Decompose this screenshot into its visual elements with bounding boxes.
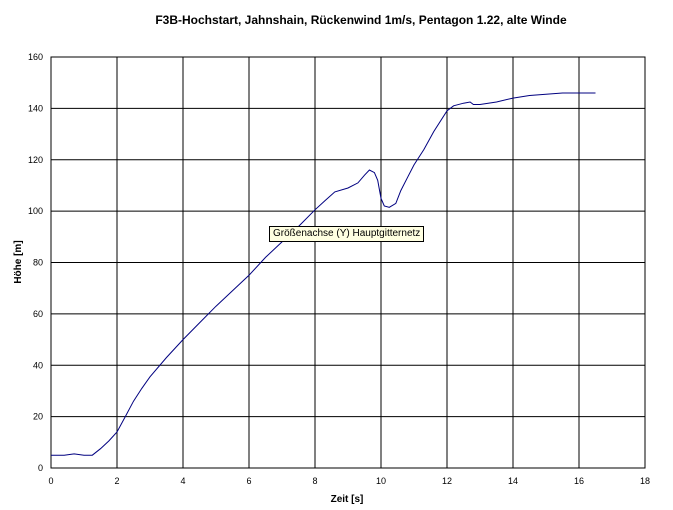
x-tick-label: 8 bbox=[312, 476, 317, 486]
y-axis-label: Höhe [m] bbox=[13, 240, 24, 283]
x-axis-label: Zeit [s] bbox=[331, 494, 364, 505]
x-tick-label: 0 bbox=[48, 476, 53, 486]
y-tick-label: 60 bbox=[33, 309, 43, 319]
y-tick-label: 100 bbox=[28, 206, 43, 216]
y-tick-label: 40 bbox=[33, 360, 43, 370]
x-tick-label: 6 bbox=[246, 476, 251, 486]
x-tick-label: 18 bbox=[640, 476, 650, 486]
y-tick-label: 80 bbox=[33, 258, 43, 268]
y-tick-label: 160 bbox=[28, 52, 43, 62]
grid bbox=[50, 56, 646, 469]
y-tick-label: 140 bbox=[28, 103, 43, 113]
x-tick-label: 2 bbox=[114, 476, 119, 486]
x-tick-label: 4 bbox=[180, 476, 185, 486]
x-tick-labels: 0 2 4 6 8 10 12 14 16 18 bbox=[48, 476, 650, 486]
gridline-tooltip: Größenachse (Y) Hauptgitternetz bbox=[269, 226, 425, 242]
y-tick-label: 0 bbox=[38, 463, 43, 473]
x-tick-label: 16 bbox=[574, 476, 584, 486]
y-tick-labels: 0 20 40 60 80 100 120 140 160 bbox=[28, 52, 43, 473]
y-tick-label: 20 bbox=[33, 412, 43, 422]
y-tick-label: 120 bbox=[28, 155, 43, 165]
x-tick-label: 10 bbox=[376, 476, 386, 486]
x-tick-label: 12 bbox=[442, 476, 452, 486]
x-tick-label: 14 bbox=[508, 476, 518, 486]
chart-title: F3B-Hochstart, Jahnshain, Rückenwind 1m/… bbox=[155, 13, 567, 27]
series-line bbox=[51, 92, 596, 456]
